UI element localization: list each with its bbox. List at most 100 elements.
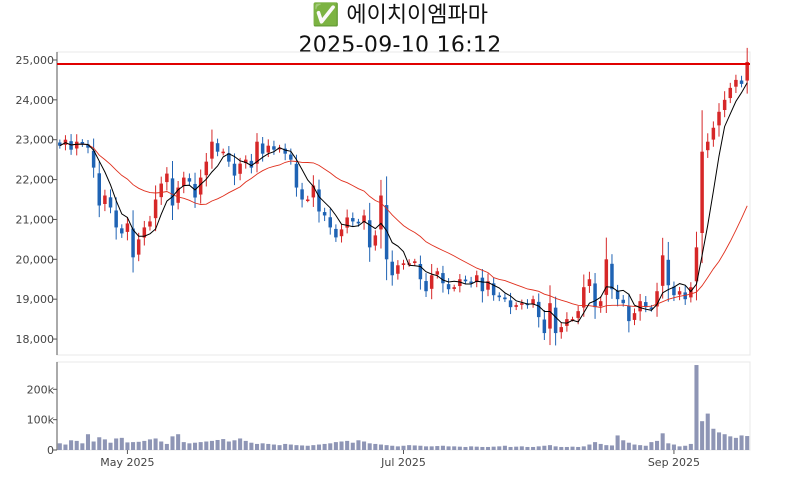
candle-body	[435, 271, 440, 275]
volume-panel: 200k 100k 0	[27, 361, 751, 457]
candle-body	[407, 263, 411, 265]
title-block: ✅ 에이치이엠파마 2025-09-10 16:12	[0, 0, 800, 61]
candle-body	[520, 303, 524, 305]
candle-body	[610, 263, 614, 290]
candle-body	[446, 284, 451, 290]
candle-body	[136, 239, 141, 255]
volume-bar	[333, 442, 338, 450]
volume-bar	[283, 443, 288, 450]
candle-body	[114, 210, 118, 228]
candle-body	[221, 151, 225, 154]
volume-bar	[559, 446, 564, 450]
volume-bar	[80, 443, 85, 450]
candle-body	[401, 263, 406, 265]
candle-body	[441, 273, 445, 284]
candle-body	[305, 199, 310, 202]
candle-body	[300, 189, 304, 200]
candle-body	[649, 307, 654, 310]
candle-body	[379, 195, 383, 230]
volume-bar	[570, 446, 575, 450]
volume-bar	[424, 446, 429, 450]
candle-body	[497, 295, 502, 298]
candle-body	[396, 265, 400, 274]
candle-body	[193, 183, 197, 198]
candle-body	[582, 287, 586, 308]
volume-bar	[345, 440, 350, 450]
candle-body	[108, 197, 113, 208]
volume-bar	[193, 442, 198, 450]
volume-bar	[536, 446, 541, 450]
volume-bar	[666, 443, 671, 450]
price-panel: 25,000 24,000 23,000 22,000 21,000 20,000 19,0…	[16, 47, 751, 356]
candle-body	[413, 261, 417, 264]
candle-body	[604, 259, 609, 295]
candle-body	[215, 143, 220, 152]
candle-body	[356, 221, 361, 224]
candle-body	[542, 319, 547, 334]
candle-body	[683, 292, 687, 300]
volume-bar	[384, 445, 389, 450]
candle-body	[362, 215, 366, 223]
volume-bar	[390, 445, 395, 450]
volume-bar	[266, 443, 271, 450]
volume-bar	[204, 441, 209, 450]
candle-body	[176, 187, 180, 203]
volume-bar	[288, 444, 293, 450]
volume-bar	[260, 443, 265, 450]
volume-bar	[615, 435, 620, 450]
candle-body	[458, 279, 462, 287]
volume-bar	[733, 437, 738, 450]
volume-bar	[469, 446, 474, 450]
candle-body	[345, 217, 349, 228]
candle-body	[80, 142, 85, 144]
moving-average-short-line	[59, 82, 748, 324]
candle-body	[373, 235, 378, 246]
price-y-tick-label: 24,000	[16, 94, 55, 107]
volume-bar	[593, 442, 598, 450]
price-y-tick-label: 22,000	[16, 174, 55, 187]
volume-bar	[429, 446, 434, 450]
volume-bar	[74, 440, 79, 450]
volume-bar	[85, 434, 91, 450]
candle-body	[503, 297, 507, 300]
candle-body	[367, 220, 372, 248]
volume-y-tick-label: 200k	[27, 383, 55, 396]
candle-body	[559, 327, 564, 333]
volume-bar	[367, 443, 372, 450]
candle-body	[463, 279, 468, 282]
candle-body	[210, 141, 214, 159]
volume-bar	[716, 432, 722, 450]
candle-body	[311, 185, 316, 198]
volume-bar	[677, 446, 682, 450]
candle-body	[243, 159, 248, 164]
candle-body	[469, 281, 473, 284]
candle-body	[655, 291, 659, 307]
candle-body	[424, 281, 428, 292]
volume-bar	[649, 442, 654, 450]
volume-bar	[688, 443, 693, 450]
candle-body	[272, 146, 276, 150]
candle-body	[131, 228, 135, 258]
candle-body	[474, 275, 479, 283]
volume-bar	[598, 443, 603, 450]
candle-body	[170, 178, 175, 206]
volume-bar	[700, 421, 705, 450]
volume-bar	[57, 443, 62, 450]
candle-body	[598, 301, 603, 307]
candle-body	[491, 283, 496, 296]
volume-bar	[705, 413, 710, 450]
candle-body	[711, 127, 716, 140]
volume-bar	[136, 441, 141, 450]
candle-body	[58, 142, 62, 146]
chart-title: ✅ 에이치이엠파마	[311, 3, 489, 28]
volume-bar	[271, 444, 276, 450]
volume-bar	[97, 437, 102, 450]
volume-bar	[226, 441, 231, 450]
candle-body	[159, 183, 163, 198]
candle-body	[232, 163, 237, 176]
candle-body	[148, 221, 152, 227]
volume-bar	[491, 446, 496, 450]
volume-bar	[418, 445, 423, 450]
volume-bar	[102, 439, 107, 450]
price-y-tick-label: 19,000	[16, 293, 55, 306]
